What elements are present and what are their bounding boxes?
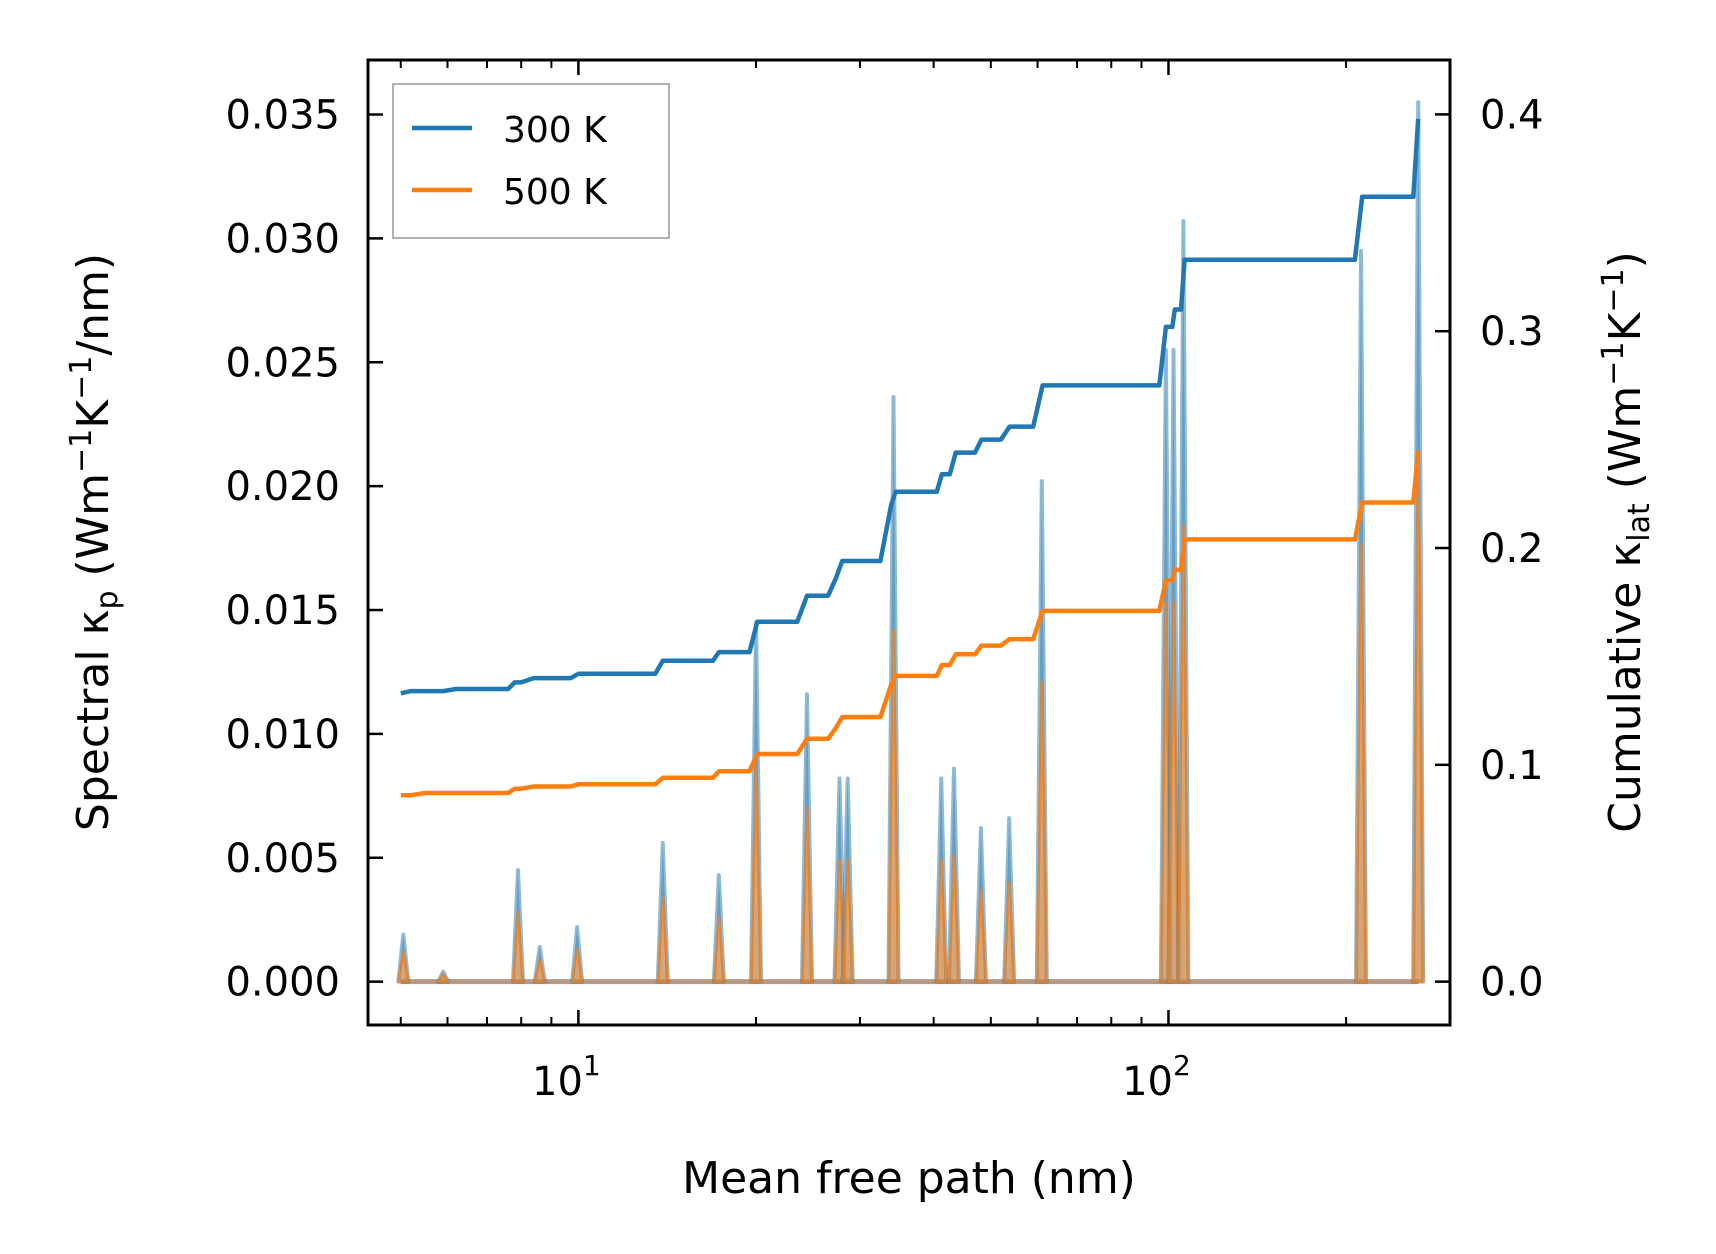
spectral-peaks: [396, 100, 1426, 985]
left-axis-title-unit: (Wm: [68, 473, 119, 591]
left-y-tick-label: 0.000: [225, 960, 340, 1006]
spectral-peak-500k-0: [396, 950, 410, 984]
right-axis-title-sub: lat: [1622, 503, 1657, 542]
spectral-peak-500k-21: [1411, 452, 1425, 984]
spectral-peak-500k-12: [934, 858, 948, 984]
left-axis-title-end: /nm): [68, 253, 119, 356]
spectral-peak-500k-18: [1167, 601, 1181, 984]
spectral-peak-500k-7: [749, 764, 763, 984]
tick-labels: 0.000 0.005 0.010 0.015 0.020 0.025 0.030 0.035…: [225, 92, 1543, 1105]
left-y-tick-label: 0.030: [225, 216, 340, 262]
left-axis-title-sub: p: [90, 590, 125, 609]
right-y-tick-label: 0.4: [1480, 92, 1544, 138]
spectral-peak-500k-20: [1354, 541, 1368, 984]
right-axis-title-sup1: −1: [1596, 341, 1631, 385]
left-axis-title-sup2: −1: [64, 356, 99, 400]
right-axis-title: Cumulative κlat (Wm−1K−1): [1596, 251, 1657, 833]
left-axis-title-main: Spectral κ: [68, 610, 119, 832]
spectral-peak-500k-4: [570, 947, 584, 984]
left-y-tick-label: 0.015: [225, 588, 340, 634]
spectral-peak-500k-14: [974, 888, 988, 984]
legend-label-500k: 500 K: [503, 172, 608, 213]
plot-frame: [366, 58, 1452, 1027]
left-y-tick-label: 0.035: [225, 93, 340, 139]
cumulative-series: [400, 118, 1421, 798]
left-y-tick-label: 0.020: [225, 464, 340, 510]
left-axis-title: Spectral κp (Wm−1K−1/nm): [64, 253, 125, 831]
spectral-peak-500k-2: [511, 910, 525, 984]
left-axis-title-sup1: −1: [64, 429, 99, 473]
spectral-peak-500k-10: [841, 858, 855, 984]
spectral-peak-500k-6: [712, 915, 726, 984]
series-line-300k: [400, 118, 1421, 696]
right-axis-title-end: ): [1600, 251, 1651, 268]
right-y-tick-label: 0.2: [1480, 526, 1544, 572]
spectral-peak-500k-13: [947, 853, 961, 984]
spectral-peak-500k-19: [1176, 524, 1190, 984]
left-y-tick-label: 0.005: [225, 836, 340, 882]
right-axis-title-k: K: [1600, 311, 1651, 341]
x-tick-label: 102: [1122, 1049, 1191, 1105]
axis-ticks: [368, 60, 1451, 1025]
right-y-tick-label: 0.0: [1480, 960, 1544, 1006]
series-line-500k: [400, 450, 1421, 798]
right-axis-title-unit: (Wm: [1600, 386, 1651, 504]
right-axis-title-main: Cumulative κ: [1600, 542, 1651, 833]
right-y-tick-label: 0.3: [1480, 309, 1544, 355]
x-axis-title: Mean free path (nm): [682, 1153, 1136, 1204]
spectral-peak-500k-11: [886, 628, 901, 984]
spectral-peak-500k-5: [656, 895, 670, 984]
x-tick-label: 101: [532, 1049, 601, 1105]
left-y-tick-label: 0.025: [225, 340, 340, 386]
spectral-peak-500k-1: [436, 972, 450, 984]
legend-box: [392, 83, 670, 239]
right-y-tick-label: 0.1: [1480, 743, 1544, 789]
spectral-peak-500k-8: [800, 806, 814, 984]
legend: 300 K 500 K: [392, 83, 670, 239]
left-axis-title-k: K: [68, 399, 119, 429]
spectral-peak-500k-16: [1035, 680, 1049, 984]
right-axis-title-sup2: −1: [1596, 268, 1631, 312]
left-y-tick-label: 0.010: [225, 712, 340, 758]
spectral-peak-500k-3: [533, 957, 547, 984]
legend-label-300k: 300 K: [503, 110, 608, 151]
spectral-peak-500k-15: [1002, 881, 1016, 984]
